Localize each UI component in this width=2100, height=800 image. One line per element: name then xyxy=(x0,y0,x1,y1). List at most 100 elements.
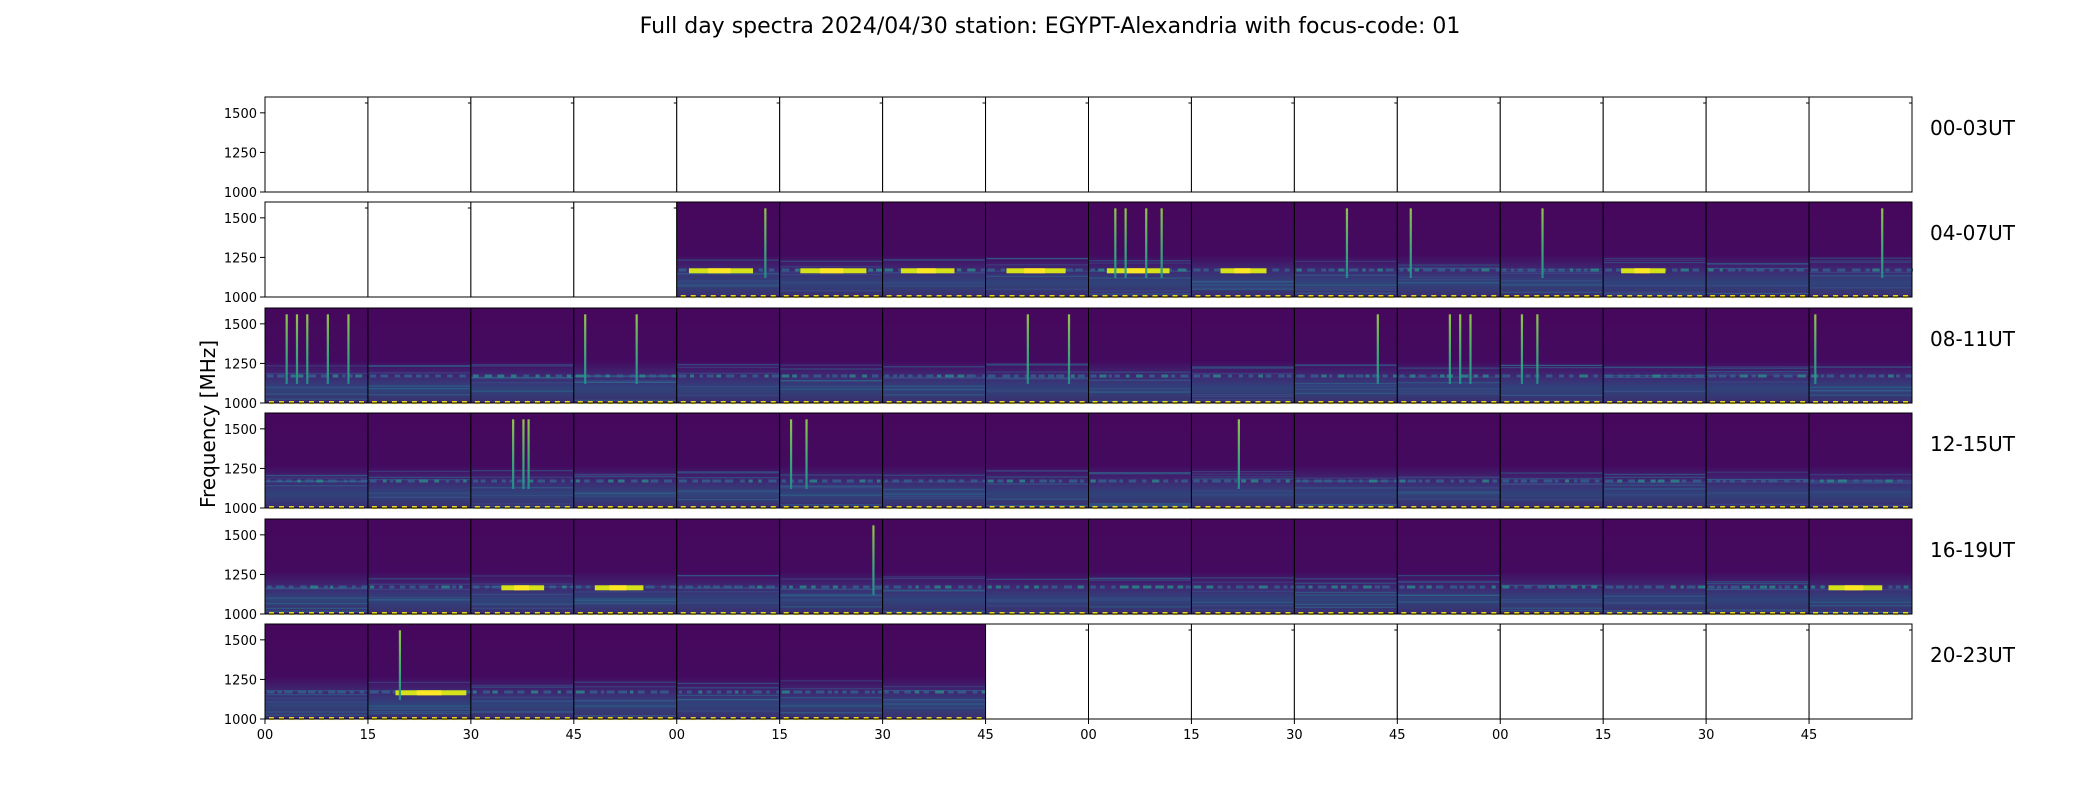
noise-line xyxy=(985,363,1089,365)
band-segment xyxy=(1793,585,1798,589)
band-segment xyxy=(1751,374,1756,378)
band-segment xyxy=(793,690,803,694)
band-segment xyxy=(566,374,572,378)
noise-line xyxy=(1809,394,1912,396)
spectrum-panel xyxy=(367,307,472,405)
panel-background xyxy=(265,308,368,403)
band-segment xyxy=(575,585,582,589)
band-segment xyxy=(298,374,304,378)
noise-line xyxy=(1809,482,1912,485)
noise-line xyxy=(1809,271,1912,273)
band-segment xyxy=(555,374,563,378)
band-segment xyxy=(1634,374,1641,378)
noise-line xyxy=(1500,271,1604,273)
x-tick-label: 00 xyxy=(1492,728,1509,743)
band-segment xyxy=(1885,479,1893,483)
band-segment xyxy=(415,374,422,378)
band-segment xyxy=(659,374,668,378)
band-segment xyxy=(1314,479,1323,483)
y-tick-label: 1500 xyxy=(224,107,257,122)
band-segment xyxy=(1056,374,1065,378)
band-segment xyxy=(701,479,711,483)
noise-line xyxy=(1397,393,1501,395)
noise-line xyxy=(779,599,883,601)
radio-burst xyxy=(1114,208,1117,278)
band-segment xyxy=(781,479,786,483)
noise-line xyxy=(1706,366,1810,368)
band-segment xyxy=(1554,479,1559,483)
radio-burst xyxy=(1536,314,1539,384)
band-segment xyxy=(671,374,680,378)
noise-line xyxy=(1500,499,1604,501)
band-segment xyxy=(1849,374,1856,378)
noise-line xyxy=(573,375,677,377)
spectrum-panel xyxy=(1088,518,1195,616)
band-segment xyxy=(884,479,888,483)
band-segment xyxy=(288,585,294,589)
noise-line xyxy=(1603,366,1707,368)
noise-line xyxy=(1809,505,1912,507)
noise-line xyxy=(573,381,677,383)
band-segment xyxy=(324,585,328,589)
y-tick-label: 1500 xyxy=(224,318,257,333)
band-segment xyxy=(1437,268,1446,272)
noise-line xyxy=(1500,400,1604,402)
noise-line xyxy=(1294,594,1398,596)
band-segment xyxy=(678,479,687,483)
x-tick-label: 45 xyxy=(1801,728,1818,743)
noise-line xyxy=(573,591,677,593)
spectrum-panel xyxy=(882,518,987,616)
band-segment xyxy=(1557,585,1567,589)
noise-line xyxy=(676,272,780,274)
strong-band-core xyxy=(609,585,627,591)
noise-line xyxy=(1809,491,1912,493)
y-tick-label: 1000 xyxy=(224,713,257,728)
band-segment xyxy=(1615,268,1622,272)
band-segment xyxy=(300,585,307,589)
band-segment xyxy=(1742,585,1751,589)
band-segment xyxy=(407,479,415,483)
band-segment xyxy=(1285,479,1290,483)
spectrum-panel xyxy=(676,307,781,405)
band-segment xyxy=(631,479,638,483)
band-segment xyxy=(1885,268,1890,272)
noise-line xyxy=(985,476,1089,478)
band-segment xyxy=(970,479,978,483)
band-segment xyxy=(1759,585,1768,589)
band-segment xyxy=(1063,585,1072,589)
noise-line xyxy=(367,496,471,499)
noise-line xyxy=(573,380,677,382)
band-segment xyxy=(987,374,996,378)
y-axis-label: Frequency [MHz] xyxy=(196,340,220,508)
band-segment xyxy=(1425,479,1430,483)
band-segment xyxy=(1897,479,1903,483)
band-segment xyxy=(504,690,514,694)
spectrum-panel xyxy=(573,518,678,616)
spectrum-panel xyxy=(470,307,575,405)
band-segment xyxy=(435,585,439,589)
panel-background xyxy=(1397,202,1501,297)
band-segment xyxy=(1002,374,1011,378)
spectrum-panel xyxy=(1705,518,1810,616)
band-segment xyxy=(664,479,673,483)
band-segment xyxy=(1142,479,1147,483)
row-label: 00-03UT xyxy=(1930,116,2016,140)
band-segment xyxy=(297,690,306,694)
noise-line xyxy=(470,607,574,610)
noise-line xyxy=(1191,473,1295,475)
spectrum-panel xyxy=(470,518,577,616)
band-segment xyxy=(566,690,573,694)
band-segment xyxy=(1827,479,1835,483)
panel-empty xyxy=(1809,97,1912,192)
band-segment xyxy=(925,585,930,589)
band-segment xyxy=(1615,585,1625,589)
noise-line xyxy=(1191,395,1295,398)
band-segment xyxy=(915,585,919,589)
band-segment xyxy=(917,374,922,378)
panel-background xyxy=(1294,308,1398,403)
band-segment xyxy=(484,585,490,589)
band-segment xyxy=(1348,479,1353,483)
spectrum-panel xyxy=(779,412,884,510)
band-segment xyxy=(1276,479,1281,483)
noise-line xyxy=(779,697,883,699)
